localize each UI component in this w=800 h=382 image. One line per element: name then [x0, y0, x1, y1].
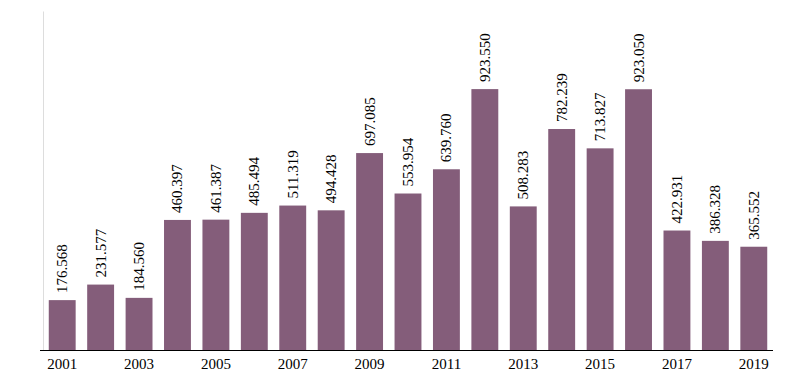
data-label: 639.760: [438, 114, 454, 163]
bar: [126, 298, 153, 350]
bar: [702, 241, 729, 350]
x-tick: 2019: [739, 356, 769, 372]
x-tick: 2005: [201, 356, 231, 372]
x-tick-label: 2019: [739, 356, 769, 372]
x-tick-label: 2015: [585, 356, 615, 372]
data-label: 176.568: [54, 244, 70, 293]
x-tick: 2003: [124, 356, 154, 372]
bar: [433, 169, 460, 350]
data-label: 422.931: [669, 175, 685, 224]
x-tick: 2009: [355, 356, 385, 372]
bar: [625, 89, 652, 350]
data-label: 460.397: [169, 164, 185, 213]
x-tick-label: 2005: [201, 356, 231, 372]
data-label: 923.550: [477, 33, 493, 82]
bar: [471, 89, 498, 350]
bar: [202, 220, 229, 350]
data-label: 713.827: [592, 92, 608, 141]
data-label: 494.428: [323, 155, 339, 204]
x-tick: 2015: [585, 356, 615, 372]
data-label: 231.577: [93, 228, 109, 277]
data-label: 184.560: [131, 242, 147, 291]
bar: [740, 247, 767, 350]
x-tick-label: 2013: [508, 356, 538, 372]
bar: [279, 206, 306, 350]
bar: [395, 194, 422, 350]
data-label: 508.283: [515, 151, 531, 200]
bar: [510, 206, 537, 350]
bar: [87, 285, 114, 350]
bar: [318, 210, 345, 350]
data-label: 782.239: [554, 73, 570, 122]
data-label: 923.050: [631, 33, 647, 82]
x-tick: 2013: [508, 356, 538, 372]
data-label: 386.328: [707, 185, 723, 234]
bar: [548, 129, 575, 350]
x-tick-label: 2003: [124, 356, 154, 372]
data-label: 365.552: [746, 191, 762, 240]
x-tick: 2017: [662, 356, 693, 372]
x-tick: 2011: [432, 356, 461, 372]
data-label: 553.954: [400, 137, 416, 186]
bar: [587, 148, 614, 350]
x-tick-label: 2011: [432, 356, 461, 372]
data-label: 485.494: [246, 157, 262, 206]
x-tick: 2007: [278, 356, 309, 372]
y-axis: [43, 12, 45, 351]
chart: 2001 2003 2005 2007 2009 2011 2013 2015 2017 2019…: [0, 0, 800, 382]
x-tick-label: 2017: [662, 356, 693, 372]
x-tick-label: 2007: [278, 356, 309, 372]
data-label: 697.085: [362, 97, 378, 146]
bar: [356, 153, 383, 350]
data-labels: 176.568 231.577 184.560 460.397 461.387 485.4…: [54, 33, 762, 293]
bar: [241, 213, 268, 350]
data-label: 511.319: [285, 150, 301, 198]
x-axis-line: [40, 350, 773, 351]
y-axis-line: [43, 12, 44, 351]
x-tick: 2001: [47, 356, 77, 372]
bars: [49, 89, 767, 350]
data-label: 461.387: [208, 163, 224, 212]
x-axis: 2001 2003 2005 2007 2009 2011 2013 2015 2017 2019: [40, 351, 773, 372]
x-tick-label: 2009: [355, 356, 385, 372]
x-tick-label: 2001: [47, 356, 77, 372]
bar: [49, 300, 76, 350]
bar: [664, 231, 691, 350]
bar: [164, 220, 191, 350]
